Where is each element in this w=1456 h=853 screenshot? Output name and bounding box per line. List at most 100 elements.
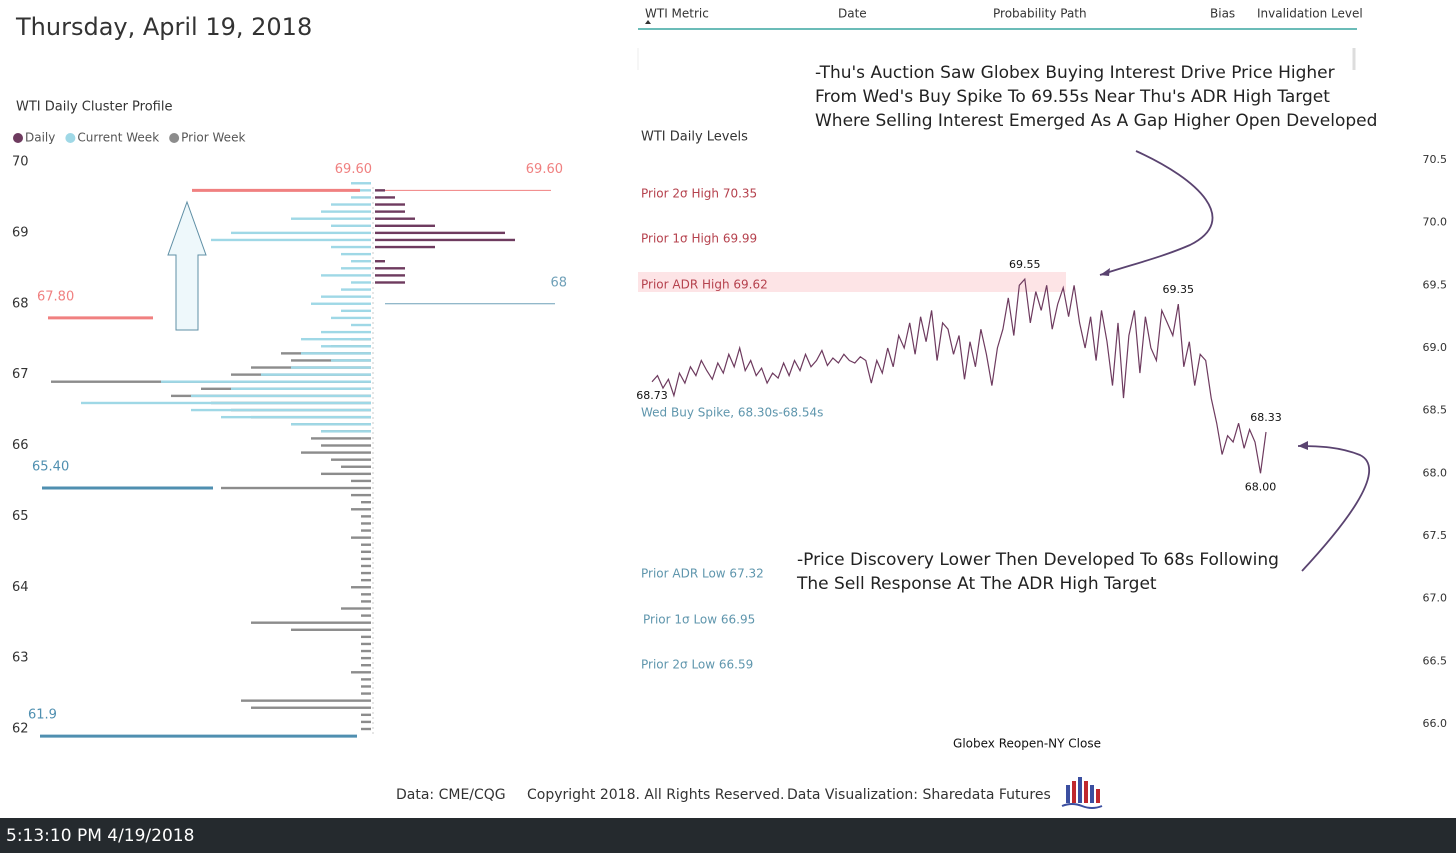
profile-bar	[321, 472, 371, 476]
profile-bar	[301, 337, 371, 341]
level-label: 67.80	[37, 289, 74, 304]
y-tick-label: 67.5	[1423, 529, 1448, 542]
profile-bar	[351, 260, 371, 263]
profile-bar	[361, 593, 371, 596]
y-tick-label: 69.5	[1423, 278, 1448, 291]
profile-bar	[375, 217, 415, 220]
profile-bar	[311, 302, 371, 305]
note-text: The Sell Response At The ADR High Target	[796, 574, 1157, 594]
up-arrow	[167, 200, 207, 331]
y-tick-label: 70	[12, 155, 29, 170]
legend-dot	[65, 133, 76, 143]
note-text: Where Selling Interest Emerged As A Gap …	[815, 111, 1377, 131]
profile-bar	[291, 423, 371, 426]
y-tick-label: 64	[12, 580, 29, 595]
profile-bar	[351, 182, 371, 185]
profile-bar	[231, 387, 371, 390]
legend-label: Current Week	[77, 131, 159, 145]
profile-bar	[341, 309, 371, 313]
sort-icon	[645, 20, 651, 24]
note-arrowhead	[1100, 268, 1110, 276]
profile-bar	[361, 600, 371, 603]
table-header: Probability Path	[993, 7, 1087, 21]
point-label: 68.00	[1245, 480, 1277, 493]
profile-bar	[321, 330, 371, 334]
profile-bar	[321, 210, 371, 213]
profile-bar	[321, 345, 371, 348]
footer-text: Data Visualization: Sharedata Futures	[787, 787, 1051, 803]
level-text: Prior 1σ Low 66.95	[643, 613, 755, 627]
note-text: From Wed's Buy Spike To 69.55s Near Thu'…	[815, 87, 1330, 107]
profile-bar	[341, 252, 371, 256]
profile-bar	[361, 578, 371, 582]
profile-bar	[191, 408, 371, 412]
y-tick-label: 62	[12, 722, 29, 737]
profile-bar	[351, 189, 371, 192]
level-label: 69.60	[335, 162, 372, 177]
profile-bar	[351, 479, 371, 483]
y-tick-label: 66.0	[1423, 717, 1448, 730]
profile-bar	[341, 465, 371, 468]
profile-bar	[375, 224, 435, 227]
note-arrowhead	[1298, 441, 1308, 450]
profile-bar	[241, 699, 371, 702]
profile-bar	[361, 656, 371, 660]
profile-bar	[231, 231, 371, 235]
table-header: WTI Metric	[645, 7, 709, 21]
profile-bar	[211, 238, 371, 242]
profile-bar	[361, 649, 371, 653]
legend-dot	[169, 133, 180, 143]
y-tick-label: 69	[12, 225, 29, 240]
point-label: 69.35	[1163, 283, 1195, 296]
profile-bar	[321, 444, 371, 447]
price-line	[651, 277, 1267, 474]
profile-bar	[341, 607, 371, 610]
level-label: 68	[550, 275, 567, 290]
profile-bar	[361, 614, 371, 617]
profile-bar	[361, 692, 371, 695]
point-label: 69.55	[1009, 258, 1041, 271]
note-text: -Thu's Auction Saw Globex Buying Interes…	[815, 63, 1335, 83]
profile-bar	[301, 352, 371, 355]
profile-bar	[351, 196, 371, 199]
profile-bar	[341, 288, 371, 291]
x-axis-label: Globex Reopen-NY Close	[953, 737, 1101, 751]
profile-bar	[321, 295, 371, 298]
level-label: 61.9	[28, 708, 57, 723]
point-label: 68.33	[1250, 411, 1282, 424]
profile-bar	[375, 260, 385, 263]
profile-bar	[351, 508, 371, 511]
profile-bar	[221, 486, 371, 490]
level-label: 65.40	[32, 460, 69, 475]
profile-title: WTI Daily Cluster Profile	[16, 100, 172, 115]
profile-bar	[361, 564, 371, 568]
profile-bar	[361, 515, 371, 518]
point-label: 68.73	[636, 389, 668, 402]
note-arrow	[1297, 445, 1371, 572]
profile-bar	[351, 671, 371, 674]
legend-label: Daily	[25, 131, 55, 145]
profile-bar	[81, 401, 371, 405]
table-header: Bias	[1210, 7, 1235, 21]
y-tick-label: 66	[12, 438, 29, 453]
profile-bar	[361, 664, 371, 667]
level-text: Prior 2σ Low 66.59	[641, 658, 753, 672]
profile-bar	[361, 685, 371, 688]
level-text: Prior 1σ High 69.99	[641, 232, 757, 246]
profile-bar	[375, 267, 405, 270]
profile-bar	[221, 415, 371, 419]
y-tick-label: 63	[12, 651, 29, 666]
profile-bar	[251, 621, 371, 624]
table-header: Date	[838, 7, 867, 21]
profile-bar	[351, 281, 371, 284]
logo	[1061, 777, 1103, 809]
profile-bar	[301, 451, 371, 454]
profile-bar	[361, 557, 371, 561]
y-tick-label: 67.0	[1423, 592, 1448, 605]
profile-bar	[375, 210, 405, 213]
level-text: Prior 2σ High 70.35	[641, 187, 757, 201]
status-time: 5:13:10 PM 4/19/2018	[6, 826, 194, 846]
legend-label: Prior Week	[181, 131, 245, 145]
status-bar	[0, 818, 1456, 853]
